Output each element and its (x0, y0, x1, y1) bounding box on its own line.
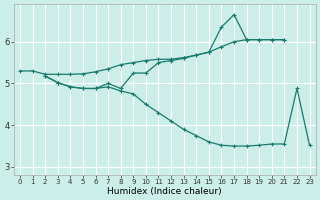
X-axis label: Humidex (Indice chaleur): Humidex (Indice chaleur) (108, 187, 222, 196)
